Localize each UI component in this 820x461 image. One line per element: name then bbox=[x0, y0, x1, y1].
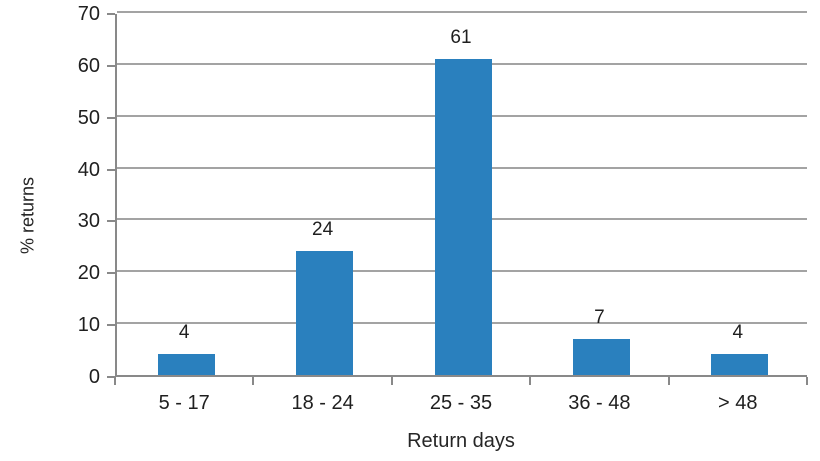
x-category-label: > 48 bbox=[718, 392, 758, 414]
y-axis-tick bbox=[107, 116, 115, 119]
y-axis-tick bbox=[107, 64, 115, 67]
gridline-70 bbox=[117, 11, 807, 13]
bar-value-label: 4 bbox=[178, 322, 190, 344]
y-tick-label: 0 bbox=[88, 366, 100, 388]
y-tick-label: 50 bbox=[77, 106, 100, 129]
y-tick-label: 20 bbox=[77, 262, 100, 285]
y-axis-tick bbox=[107, 324, 115, 327]
y-tick-label: 70 bbox=[77, 3, 100, 25]
bar-36-48 bbox=[572, 338, 630, 375]
bar-value-label: 24 bbox=[312, 218, 334, 240]
x-category-label: 18 - 24 bbox=[291, 392, 354, 414]
y-axis-title: % returns bbox=[17, 176, 38, 255]
y-axis-tick bbox=[107, 220, 115, 223]
x-axis-tick bbox=[529, 377, 532, 385]
bar-18-24 bbox=[296, 250, 354, 375]
y-axis-tick bbox=[107, 272, 115, 275]
bar-25-35 bbox=[434, 58, 492, 375]
y-axis-tick bbox=[107, 376, 115, 378]
y-tick-label: 30 bbox=[77, 210, 100, 233]
x-category-label: 36 - 48 bbox=[568, 392, 631, 414]
x-category-label: 25 - 35 bbox=[429, 392, 493, 414]
x-axis-tick bbox=[667, 377, 670, 385]
x-axis-tick bbox=[390, 377, 393, 385]
bar-value-label: 4 bbox=[732, 322, 744, 344]
bar-value-label: 7 bbox=[594, 306, 605, 328]
y-tick-label: 10 bbox=[77, 314, 100, 337]
y-axis-tick bbox=[107, 168, 115, 171]
x-axis-title: Return days bbox=[407, 430, 515, 452]
x-axis-tick bbox=[252, 377, 255, 385]
y-tick-label: 60 bbox=[77, 54, 100, 77]
x-category-label: 5 - 17 bbox=[158, 392, 210, 414]
plot-area bbox=[115, 11, 807, 377]
x-axis-tick bbox=[806, 377, 808, 385]
y-axis-tick bbox=[107, 13, 115, 15]
bar-5-17 bbox=[157, 354, 215, 375]
y-tick-label: 40 bbox=[77, 158, 100, 181]
bar->48 bbox=[711, 354, 769, 375]
bar-value-label: 61 bbox=[450, 26, 472, 48]
x-axis-tick bbox=[114, 377, 116, 385]
